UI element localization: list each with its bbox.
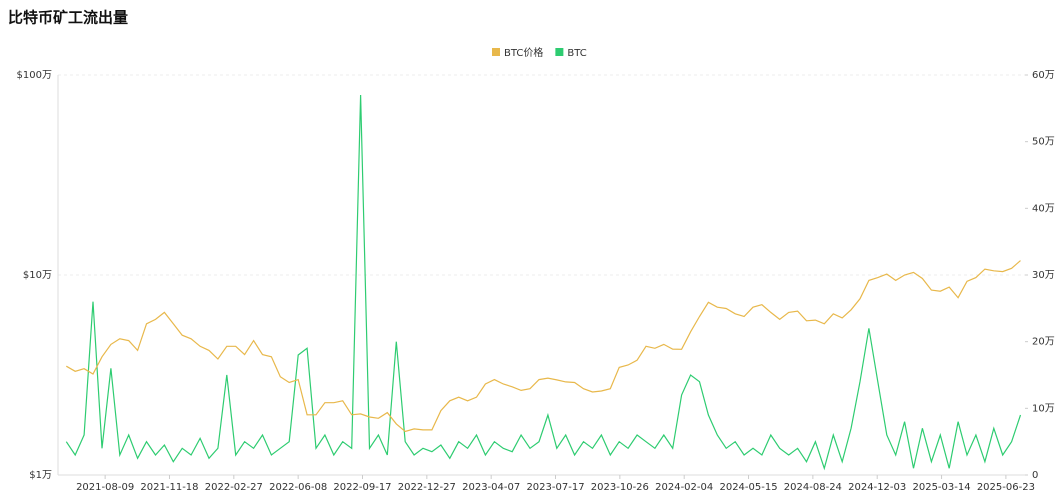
x-tick-label: 2022-09-17 <box>333 482 391 493</box>
y2-tick-label: 40万 <box>1032 203 1055 214</box>
y-tick-label: $1万 <box>29 470 52 481</box>
y2-tick-label: 10万 <box>1032 403 1055 414</box>
legend-swatch[interactable] <box>492 48 500 56</box>
x-tick-label: 2025-03-14 <box>912 482 970 493</box>
x-tick-label: 2023-04-07 <box>462 482 520 493</box>
y2-tick-label: 50万 <box>1032 137 1055 148</box>
x-tick-label: 2022-12-27 <box>398 482 456 493</box>
legend-label[interactable]: BTC价格 <box>504 46 543 59</box>
x-tick-label: 2022-06-08 <box>269 482 327 493</box>
x-tick-label: 2023-07-17 <box>526 482 584 493</box>
y-tick-label: $10万 <box>23 270 52 281</box>
legend-swatch[interactable] <box>555 48 564 56</box>
legend-label[interactable]: BTC <box>567 48 586 59</box>
y2-tick-label: 20万 <box>1032 337 1055 348</box>
x-tick-label: 2021-11-18 <box>140 482 198 493</box>
x-tick-label: 2024-02-04 <box>655 482 713 493</box>
x-tick-label: 2021-08-09 <box>76 482 134 493</box>
x-tick-label: 2025-06-23 <box>977 482 1035 493</box>
y-tick-label: $100万 <box>17 70 52 81</box>
x-tick-label: 2024-12-03 <box>848 482 906 493</box>
y2-tick-label: 30万 <box>1032 270 1055 281</box>
x-tick-label: 2024-05-15 <box>719 482 777 493</box>
y2-tick-label: 0 <box>1032 470 1038 481</box>
chart-title: 比特币矿工流出量 <box>8 9 128 27</box>
x-tick-label: 2022-02-27 <box>205 482 263 493</box>
x-tick-label: 2024-08-24 <box>784 482 842 493</box>
series-line <box>65 94 1022 471</box>
series-line <box>66 260 1021 433</box>
y2-tick-label: 60万 <box>1032 70 1055 81</box>
x-tick-label: 2023-10-26 <box>591 482 649 493</box>
